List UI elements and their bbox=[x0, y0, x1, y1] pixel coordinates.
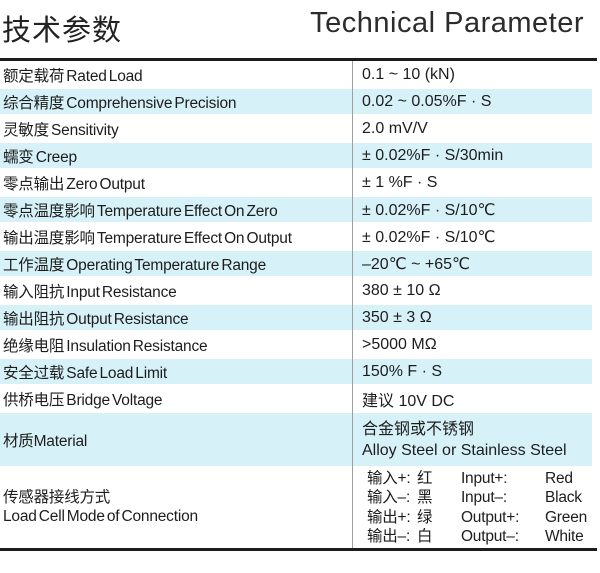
page-title-chinese: 技术参数 bbox=[2, 15, 123, 47]
row-label: 安全过载 Safe Load Limit bbox=[3, 364, 168, 382]
table-row: 零点输出 Zero Output ± 1 %F · S bbox=[0, 169, 592, 196]
wire-en-label: Output–: bbox=[460, 528, 519, 545]
row-value: 建议 10V DC bbox=[352, 385, 592, 412]
wire-en-label: Output+: bbox=[460, 508, 520, 526]
wire-cn-color: 绿 bbox=[416, 508, 433, 526]
connection-label-english: Load Cell Mode of Connection bbox=[3, 507, 198, 525]
table-row: 输出阻抗 Output Resistance 350 ± 3 Ω bbox=[0, 304, 592, 331]
wire-en-label: Input–: bbox=[460, 489, 507, 506]
row-value: 2.0 mV/V bbox=[352, 115, 592, 142]
wire-cn-label: 输出+: bbox=[366, 508, 411, 526]
table-row-connection: 传感器接线方式 Load Cell Mode of Connection 输入+… bbox=[0, 467, 592, 548]
row-value: 350 ± 3 Ω bbox=[352, 304, 592, 331]
wire-en-label: Input+: bbox=[460, 469, 508, 487]
page-title-english: Technical Parameter bbox=[310, 7, 584, 39]
row-label: 灵敏度 Sensitivity bbox=[3, 121, 119, 139]
row-label: 输入阻抗 Input Resistance bbox=[3, 283, 177, 301]
top-rule bbox=[0, 58, 597, 61]
wire-cn-color: 白 bbox=[416, 528, 433, 545]
material-value-english: Alloy Steel or Stainless Steel bbox=[362, 441, 567, 459]
row-label: 输出阻抗 Output Resistance bbox=[3, 310, 189, 328]
row-label: 输出温度影响 Temperature Effect On Output bbox=[3, 229, 292, 247]
table-row: 输入阻抗 Input Resistance 380 ± 10 Ω bbox=[0, 277, 592, 304]
row-label: 供桥电压 Bridge Voltage bbox=[3, 391, 163, 409]
wire-en-color: Black bbox=[544, 489, 582, 506]
table-row: 零点温度影响 Temperature Effect On Zero ± 0.02… bbox=[0, 196, 592, 223]
page-header: 技术参数 Technical Parameter bbox=[0, 0, 600, 58]
table-row: 综合精度 Comprehensive Precision 0.02 ~ 0.05… bbox=[0, 88, 592, 115]
technical-parameter-table: 额定载荷 Rated Load 0.1 ~ 10 (kN) 综合精度 Compr… bbox=[0, 61, 600, 548]
wire-cn-color: 红 bbox=[416, 469, 433, 487]
table-row: 工作温度 Operating Temperature Range –20℃ ~ … bbox=[0, 250, 592, 277]
row-label: 蠕变 Creep bbox=[3, 148, 77, 166]
row-label: 材质Material bbox=[3, 432, 88, 450]
bottom-rule bbox=[0, 548, 597, 551]
wire-cn-label: 输入–: bbox=[366, 489, 411, 506]
table-row: 绝缘电阻 Insulation Resistance >5000 MΩ bbox=[0, 331, 592, 358]
row-label: 传感器接线方式 Load Cell Mode of Connection bbox=[0, 489, 352, 526]
table-row: 安全过载 Safe Load Limit 150% F · S bbox=[0, 358, 592, 385]
row-value: ± 1 %F · S bbox=[352, 169, 592, 196]
row-value: ± 0.02%F · S/30min bbox=[352, 142, 592, 169]
row-value: –20℃ ~ +65℃ bbox=[352, 250, 592, 277]
row-label: 绝缘电阻 Insulation Resistance bbox=[3, 337, 208, 355]
row-value: ± 0.02%F · S/10℃ bbox=[352, 196, 592, 223]
table-row: 供桥电压 Bridge Voltage 建议 10V DC bbox=[0, 385, 592, 412]
row-value: >5000 MΩ bbox=[352, 331, 592, 358]
wire-en-color: White bbox=[544, 528, 584, 545]
connection-wiring-list: 输入+: 红 Input+: Red 输入–: 黑 Input–: Black … bbox=[352, 467, 592, 548]
row-value: 0.02 ~ 0.05%F · S bbox=[352, 88, 592, 115]
connection-label-chinese: 传感器接线方式 bbox=[3, 489, 111, 506]
wire-cn-label: 输入+: bbox=[366, 469, 411, 487]
table-row: 蠕变 Creep ± 0.02%F · S/30min bbox=[0, 142, 592, 169]
wire-en-color: Red bbox=[544, 469, 573, 487]
row-value: 380 ± 10 Ω bbox=[352, 277, 592, 304]
wire-en-color: Green bbox=[544, 508, 588, 526]
table-row: 输出温度影响 Temperature Effect On Output ± 0.… bbox=[0, 223, 592, 250]
row-label: 工作温度 Operating Temperature Range bbox=[3, 256, 266, 274]
wire-cn-color: 黑 bbox=[416, 489, 433, 506]
row-label: 零点温度影响 Temperature Effect On Zero bbox=[3, 202, 278, 220]
row-value: 150% F · S bbox=[352, 358, 592, 385]
table-row: 额定载荷 Rated Load 0.1 ~ 10 (kN) bbox=[0, 61, 592, 88]
material-value-chinese: 合金钢或不锈钢 bbox=[362, 420, 475, 438]
row-label: 额定载荷 Rated Load bbox=[3, 67, 143, 85]
row-label: 综合精度 Comprehensive Precision bbox=[3, 94, 237, 112]
row-label: 零点输出 Zero Output bbox=[3, 175, 145, 193]
footer-whitespace bbox=[0, 551, 600, 573]
table-row-material: 材质Material 合金钢或不锈钢 Alloy Steel or Stainl… bbox=[0, 412, 592, 467]
row-value: 合金钢或不锈钢 Alloy Steel or Stainless Steel bbox=[352, 412, 592, 467]
table-row: 灵敏度 Sensitivity 2.0 mV/V bbox=[0, 115, 592, 142]
row-value: 0.1 ~ 10 (kN) bbox=[352, 61, 592, 88]
row-value: ± 0.02%F · S/10℃ bbox=[352, 223, 592, 250]
wire-cn-label: 输出–: bbox=[366, 528, 411, 545]
